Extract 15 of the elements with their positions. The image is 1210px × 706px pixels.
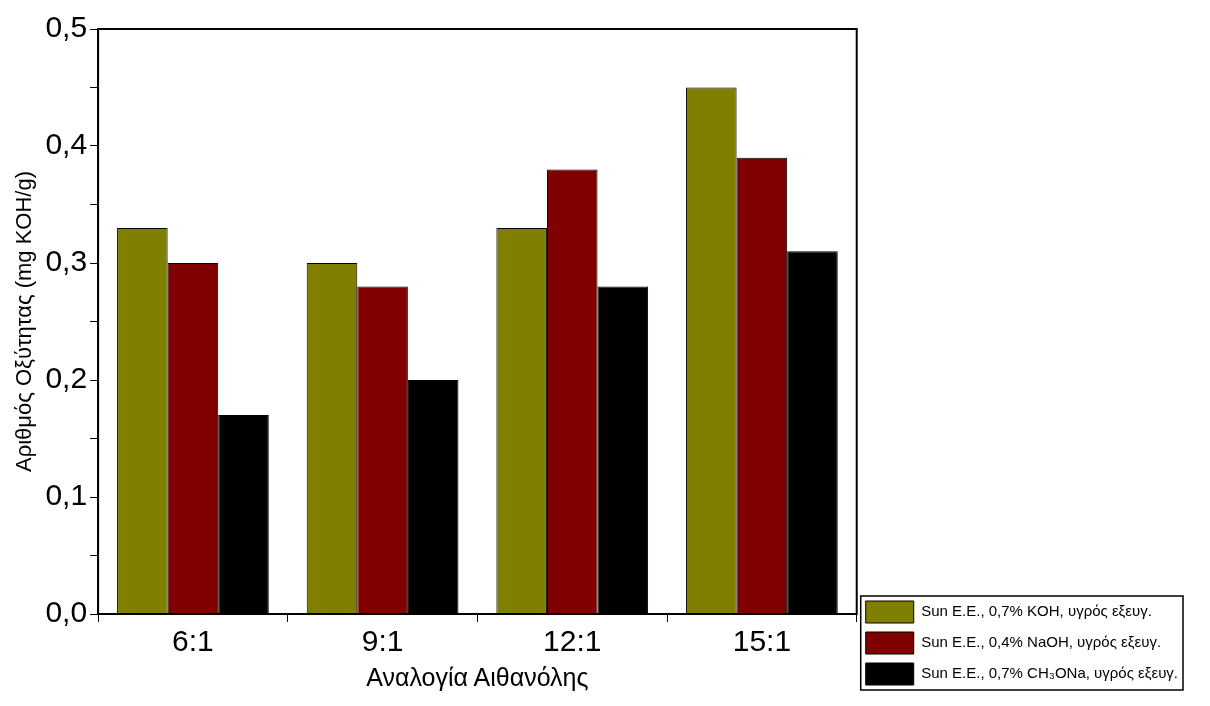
legend-label: Sun E.E., 0,4% NaOH, υγρός εξευγ. <box>921 633 1162 651</box>
x-axis-title: Αναλογία Αιθανόλης <box>366 662 589 691</box>
legend-label: Sun E.E., 0,7% KOH, υγρός εξευγ. <box>921 602 1152 620</box>
x-tick-label: 15:1 <box>732 624 792 658</box>
y-tick-label: 0,4 <box>45 127 88 161</box>
y-tick-label: 0,0 <box>45 595 88 629</box>
legend-label: Sun E.E., 0,7% CH₃ONa, υγρός εξευγ. <box>921 664 1178 682</box>
x-tick-label: 12:1 <box>543 624 602 658</box>
y-tick-label: 0,5 <box>45 10 88 44</box>
y-tick-label: 0,3 <box>45 244 88 278</box>
x-tick-label: 6:1 <box>172 624 214 658</box>
y-tick-label: 0,2 <box>45 361 88 395</box>
y-axis-title: Αριθμός Οξύτητας (mg KOH/g) <box>11 170 37 473</box>
y-tick-label: 0,1 <box>45 478 88 512</box>
x-tick-label: 9:1 <box>361 624 404 658</box>
